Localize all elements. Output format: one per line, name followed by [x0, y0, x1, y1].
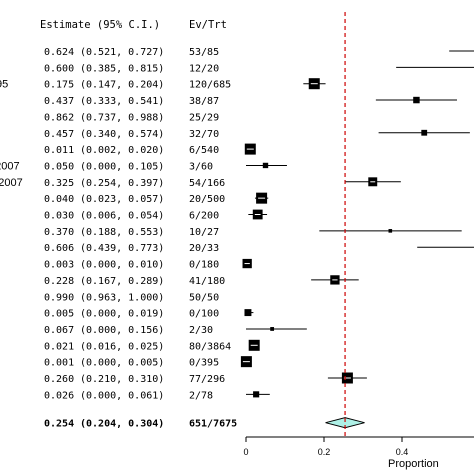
x-tick-label: 0.4 — [396, 447, 409, 457]
row-estimate: 0.175 — [44, 80, 74, 91]
study-label: n, 2007 — [0, 177, 23, 189]
summary-ci: (0.204, 0.304) — [80, 419, 164, 430]
point-marker — [262, 162, 269, 169]
row-events: 50/50 — [189, 292, 219, 303]
summary-estimate: 0.254 — [44, 419, 74, 430]
row-events: 25/29 — [189, 112, 219, 123]
row-estimate: 0.067 — [44, 325, 74, 336]
study-labels: 95 n 2007 n, 2007 — [0, 79, 23, 189]
row-ci: (0.385, 0.815) — [80, 63, 164, 74]
row-ci: (0.188, 0.553) — [80, 227, 164, 238]
row-events: 41/180 — [189, 276, 225, 287]
row-ci: (0.000, 0.019) — [80, 309, 164, 320]
header-events: Ev/Trt — [189, 19, 227, 31]
row-ci: (0.210, 0.310) — [80, 374, 164, 385]
summary-diamond — [325, 417, 365, 429]
row-estimate: 0.370 — [44, 227, 74, 238]
row-events: 0/395 — [189, 358, 219, 369]
row-ci: (0.333, 0.541) — [80, 96, 164, 107]
point-marker — [388, 229, 393, 233]
row-estimate: 0.021 — [44, 341, 74, 352]
row-estimate: 0.030 — [44, 211, 74, 222]
point-marker — [421, 129, 428, 136]
row-events: 3/60 — [189, 161, 213, 172]
row-ci: (0.000, 0.005) — [80, 358, 164, 369]
row-estimate: 0.026 — [44, 390, 74, 401]
row-events: 0/180 — [189, 260, 219, 271]
row-estimate: 0.001 — [44, 358, 74, 369]
row-ci: (0.023, 0.057) — [80, 194, 164, 205]
row-estimate: 0.040 — [44, 194, 74, 205]
row-events: 80/3864 — [189, 341, 231, 352]
point-marker — [270, 327, 275, 331]
row-ci: (0.000, 0.010) — [80, 260, 164, 271]
row-estimate: 0.325 — [44, 178, 74, 189]
study-label: n 2007 — [0, 160, 20, 172]
row-events: 2/30 — [189, 325, 213, 336]
row-ci: (0.254, 0.397) — [80, 178, 164, 189]
row-events: 53/85 — [189, 47, 219, 58]
estimate-table: Estimate (95% C.I.) Ev/Trt 0.624 (0.521, … — [40, 19, 237, 430]
row-estimate: 0.606 — [44, 243, 74, 254]
row-events: 2/78 — [189, 390, 213, 401]
row-events: 0/100 — [189, 309, 219, 320]
row-events: 20/33 — [189, 243, 219, 254]
point-marker — [244, 309, 252, 317]
header-estimate: Estimate (95% C.I.) — [40, 19, 160, 31]
row-events: 77/296 — [189, 374, 225, 385]
summary-events: 651/7675 — [189, 419, 237, 430]
row-estimate: 0.050 — [44, 161, 74, 172]
row-ci: (0.147, 0.204) — [80, 80, 164, 91]
row-events: 10/27 — [189, 227, 219, 238]
row-estimate: 0.990 — [44, 292, 74, 303]
row-estimate: 0.011 — [44, 145, 74, 156]
study-label: 95 — [0, 79, 8, 91]
row-ci: (0.963, 1.000) — [80, 292, 164, 303]
row-estimate: 0.862 — [44, 112, 74, 123]
point-marker — [413, 96, 420, 104]
row-estimate: 0.437 — [44, 96, 74, 107]
row-ci: (0.521, 0.727) — [80, 47, 164, 58]
row-ci: (0.002, 0.020) — [80, 145, 164, 156]
row-ci: (0.000, 0.105) — [80, 161, 164, 172]
row-estimate: 0.228 — [44, 276, 74, 287]
x-tick-label: 0 — [243, 447, 248, 457]
row-events: 6/200 — [189, 211, 219, 222]
row-estimate: 0.003 — [44, 260, 74, 271]
row-events: 54/166 — [189, 178, 225, 189]
row-events: 6/540 — [189, 145, 219, 156]
row-events: 20/500 — [189, 194, 225, 205]
row-ci: (0.000, 0.061) — [80, 390, 164, 401]
row-estimate: 0.600 — [44, 63, 74, 74]
point-marker — [253, 391, 260, 398]
row-estimate: 0.260 — [44, 374, 74, 385]
plot-area — [240, 12, 474, 437]
row-events: 120/685 — [189, 80, 231, 91]
row-ci: (0.439, 0.773) — [80, 243, 164, 254]
row-ci: (0.340, 0.574) — [80, 129, 164, 140]
row-estimate: 0.005 — [44, 309, 74, 320]
row-ci: (0.737, 0.988) — [80, 112, 164, 123]
row-events: 32/70 — [189, 129, 219, 140]
row-estimate: 0.457 — [44, 129, 74, 140]
x-tick-label: 0.2 — [318, 447, 331, 457]
x-axis: Proportion 0 0.2 0.4 — [243, 436, 474, 470]
row-events: 38/87 — [189, 96, 219, 107]
x-axis-label: Proportion — [388, 458, 439, 470]
row-ci: (0.167, 0.289) — [80, 276, 164, 287]
row-ci: (0.000, 0.156) — [80, 325, 164, 336]
row-ci: (0.016, 0.025) — [80, 341, 164, 352]
row-estimate: 0.624 — [44, 47, 74, 58]
row-events: 12/20 — [189, 63, 219, 74]
row-ci: (0.006, 0.054) — [80, 211, 164, 222]
